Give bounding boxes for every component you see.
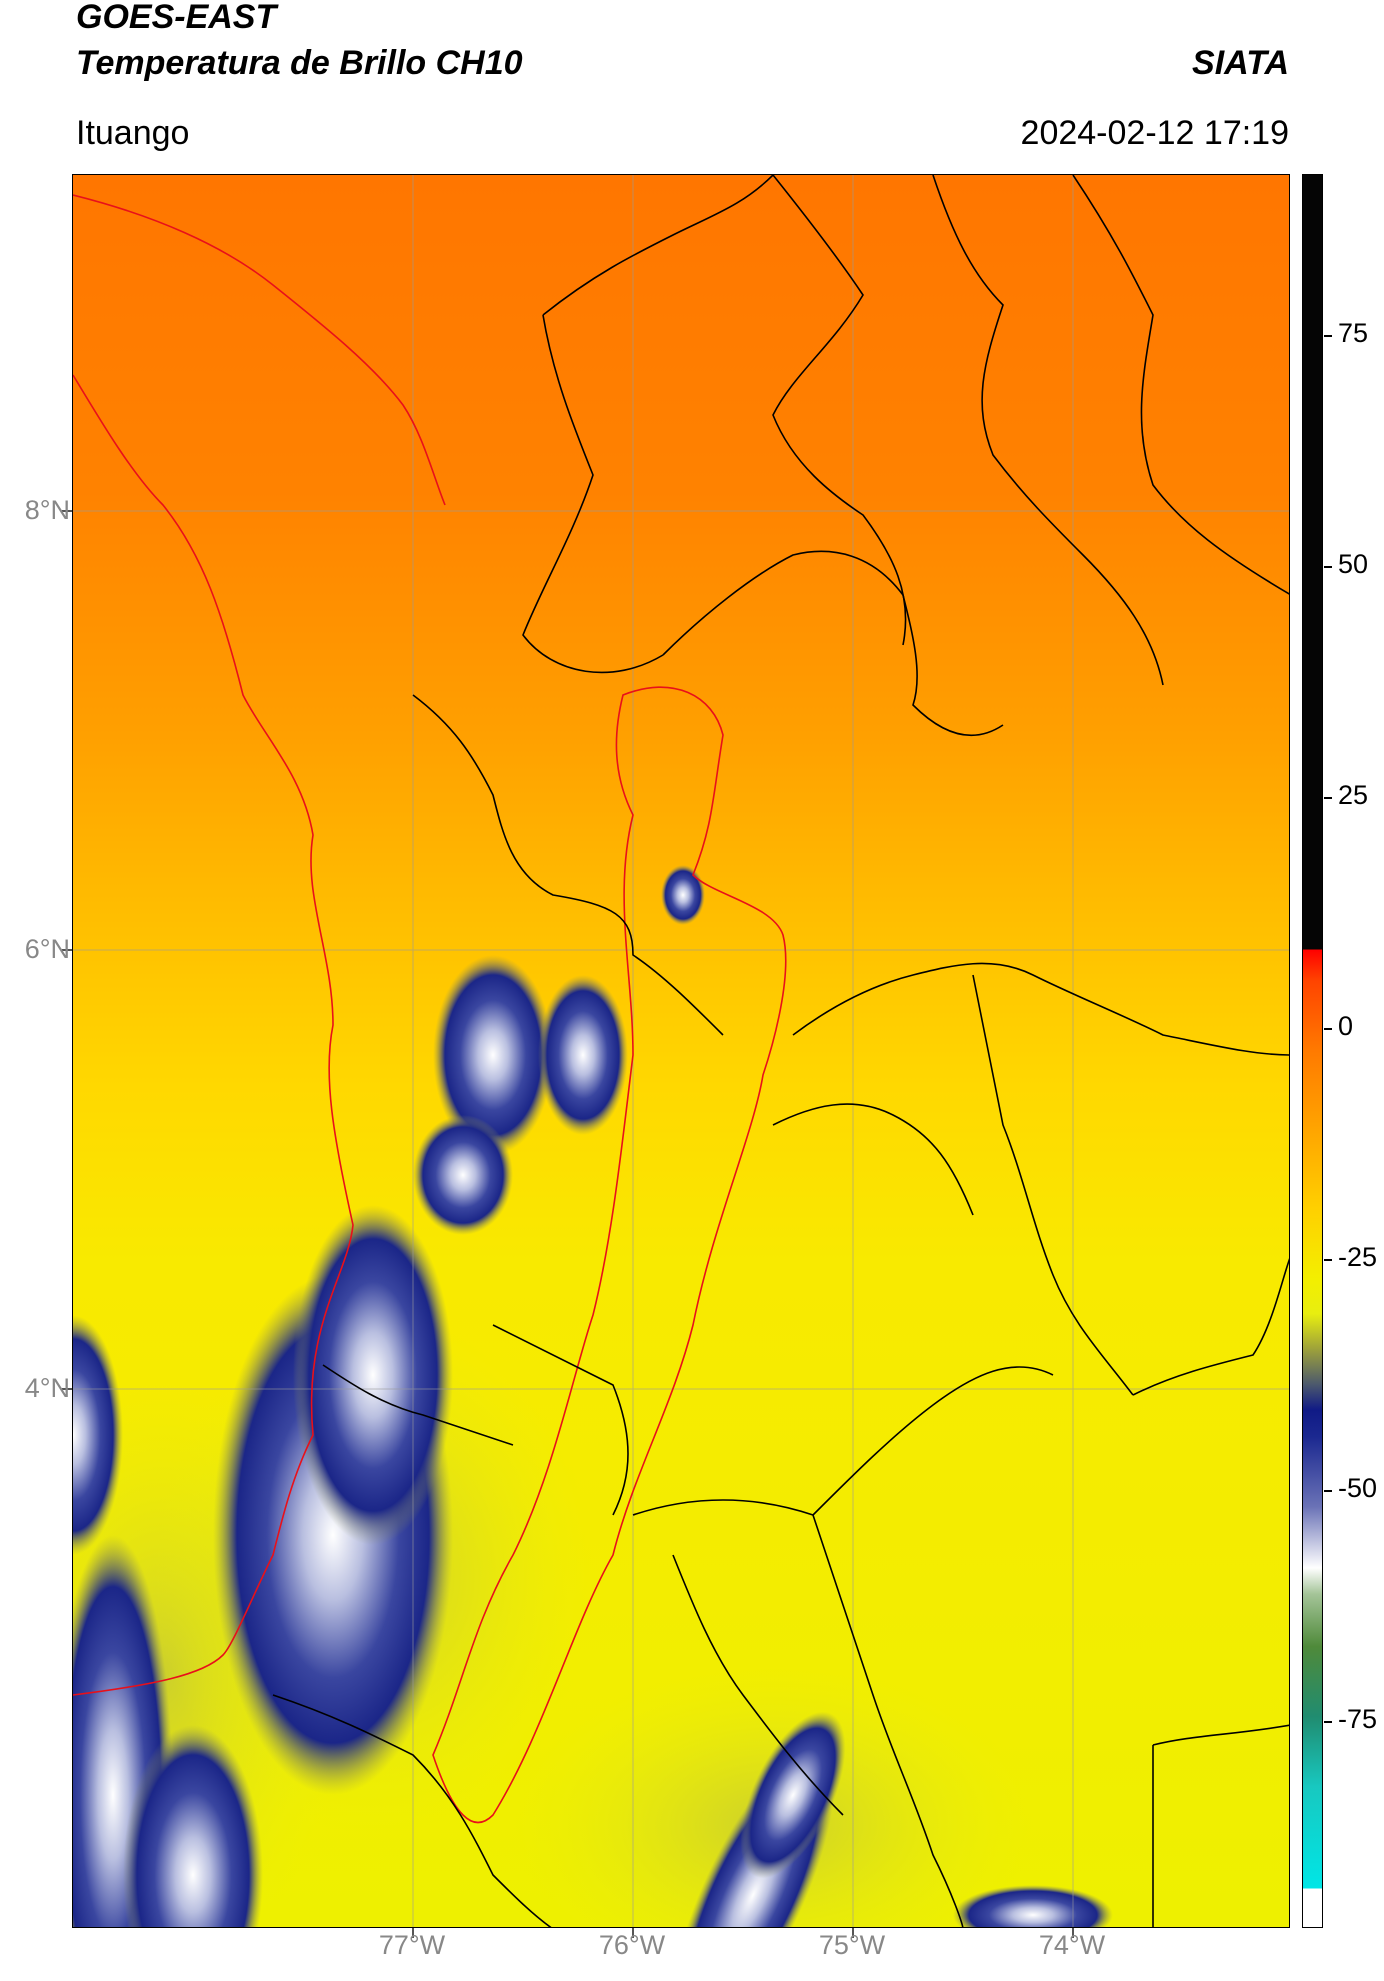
product-title: Temperatura de Brillo CH10 — [76, 44, 523, 82]
colorbar-label: -50 — [1338, 1473, 1378, 1503]
lat-label: 6°N — [24, 934, 70, 964]
colorbar-tick — [1324, 566, 1332, 568]
municipal-boundaries — [272, 175, 1289, 1927]
colorbar-tick — [1324, 1028, 1332, 1030]
lat-label: 8°N — [24, 495, 70, 525]
colorbar-label: 50 — [1338, 549, 1369, 579]
location-label: Ituango — [76, 114, 190, 152]
satellite-title: GOES-EAST — [76, 0, 277, 36]
lon-label: 77°W — [378, 1930, 446, 1960]
colorbar-label: -25 — [1338, 1242, 1378, 1272]
lon-tick — [412, 1928, 414, 1938]
colorbar-label: 25 — [1338, 780, 1369, 810]
lon-tick — [632, 1928, 634, 1938]
colorbar-tick — [1324, 335, 1332, 337]
colorbar-label: 75 — [1338, 318, 1369, 348]
brightness-temperature-map — [72, 174, 1290, 1928]
colorbar-label: -75 — [1338, 1704, 1378, 1734]
lon-label: 75°W — [818, 1930, 886, 1960]
lat-tick — [62, 1388, 72, 1390]
coast-boundary — [73, 194, 787, 1824]
colorbar-tick — [1324, 1259, 1332, 1261]
lon-tick — [852, 1928, 854, 1938]
colorbar-label: 0 — [1338, 1011, 1354, 1041]
lat-tick — [62, 949, 72, 951]
lon-label: 74°W — [1038, 1930, 1106, 1960]
colorbar-tick — [1324, 1721, 1332, 1723]
lon-label: 76°W — [598, 1930, 666, 1960]
colorbar — [1302, 174, 1323, 1928]
lat-label: 4°N — [24, 1373, 70, 1403]
colorbar-tick — [1324, 797, 1332, 799]
lon-tick — [1072, 1928, 1074, 1938]
lat-tick — [62, 510, 72, 512]
colorbar-tick — [1324, 1490, 1332, 1492]
brand-label: SIATA — [1192, 44, 1289, 82]
timestamp-label: 2024-02-12 17:19 — [1020, 114, 1289, 152]
